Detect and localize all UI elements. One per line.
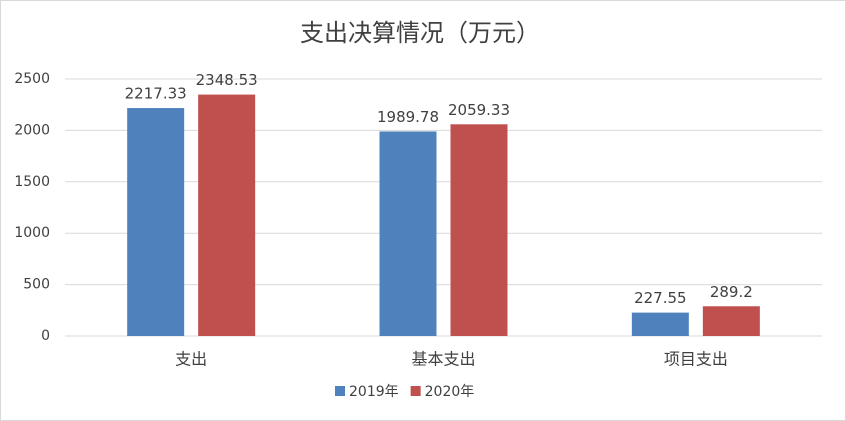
y-tick-label: 2500 [14, 71, 50, 87]
data-label: 289.2 [710, 283, 753, 301]
legend-label: 2020年 [425, 384, 475, 400]
y-tick-label: 0 [41, 328, 50, 344]
data-label: 2348.53 [196, 71, 258, 89]
data-label: 2217.33 [125, 85, 187, 103]
bar [198, 94, 256, 337]
x-tick-label: 支出 [175, 350, 207, 369]
y-tick-label: 500 [23, 277, 50, 293]
y-tick-label: 1500 [14, 174, 50, 190]
y-tick-label: 2000 [14, 122, 50, 138]
bar [450, 124, 508, 336]
legend-swatch [335, 386, 345, 396]
bar [702, 306, 760, 336]
legend-label: 2019年 [349, 384, 399, 400]
chart-title: 支出决算情况（万元） [300, 19, 540, 47]
bar [127, 108, 185, 337]
legend-swatch [410, 386, 421, 396]
data-label: 2059.33 [448, 101, 510, 119]
data-label: 227.55 [634, 289, 687, 307]
data-label: 1989.78 [377, 108, 439, 126]
x-tick-label: 基本支出 [411, 350, 475, 369]
x-tick-label: 项目支出 [664, 350, 728, 369]
y-tick-label: 1000 [14, 225, 50, 241]
bar [379, 131, 437, 336]
bar [631, 312, 689, 336]
